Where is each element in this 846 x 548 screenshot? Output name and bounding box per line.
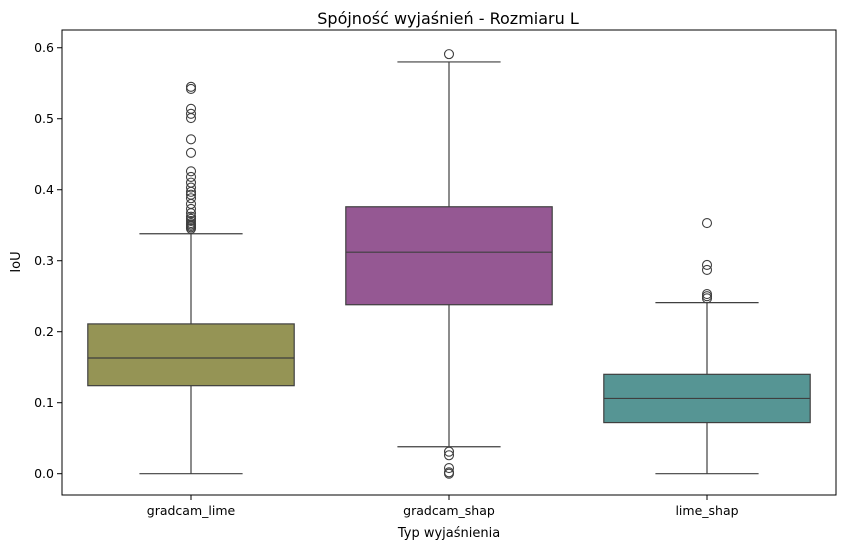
outlier-point — [185, 193, 197, 204]
outlier-point — [701, 289, 713, 300]
y-tick-label: 0.1 — [34, 395, 54, 410]
y-tick-label: 0.3 — [34, 253, 54, 268]
plot-area: 0.0 0.1 0.2 0.3 0.4 0.5 0.6 gradcam_lime gradcam… — [34, 40, 811, 518]
box-gradcam_lime — [87, 323, 295, 387]
outlier-point — [443, 49, 455, 60]
x-tick-label: gradcam_lime — [147, 503, 236, 518]
outlier-point — [701, 259, 713, 271]
outlier-point — [185, 81, 197, 92]
x-tick-label: gradcam_shap — [403, 503, 495, 518]
outlier-point — [443, 462, 455, 474]
outlier-point — [185, 211, 197, 222]
outlier-point — [185, 182, 197, 193]
outlier-point — [443, 467, 455, 478]
outlier-point — [185, 103, 197, 114]
outlier-point — [185, 166, 197, 177]
outlier-point — [185, 83, 197, 94]
y-axis-label: IoU — [9, 251, 24, 272]
outlier-point — [185, 134, 197, 145]
outlier-point — [185, 189, 197, 200]
outlier-point — [185, 171, 197, 183]
outlier-point — [443, 450, 455, 461]
outlier-point — [185, 203, 197, 214]
x-axis-label: Typ wyjaśnienia — [397, 526, 500, 541]
box-gradcam_shap — [345, 206, 553, 306]
outlier-point — [443, 446, 455, 457]
outlier-point — [185, 108, 197, 119]
outlier-point — [701, 291, 713, 302]
y-tick-label: 0.2 — [34, 324, 54, 339]
outlier-point — [185, 177, 197, 188]
y-tick-label: 0.6 — [34, 40, 54, 55]
outlier-point — [701, 218, 713, 229]
outlier-point — [701, 264, 713, 276]
y-tick-label: 0.4 — [34, 182, 54, 197]
outlier-point — [185, 147, 197, 158]
y-tick-label: 0.0 — [34, 466, 54, 481]
x-tick-label: lime_shap — [675, 503, 738, 518]
chart-title: Spójność wyjaśnień - Rozmiaru L — [317, 9, 579, 28]
plot-frame — [61, 29, 837, 496]
y-tick-label: 0.5 — [34, 111, 54, 126]
